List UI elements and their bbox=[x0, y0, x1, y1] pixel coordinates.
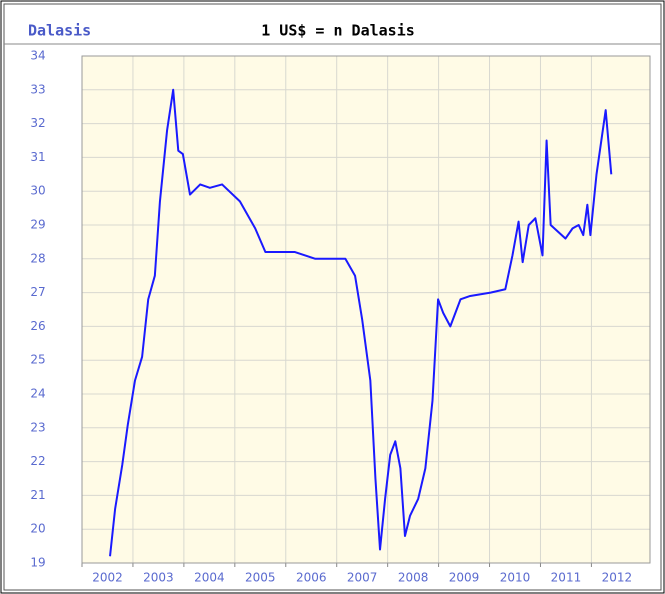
y-tick-label: 29 bbox=[30, 218, 45, 232]
x-tick-label: 2007 bbox=[347, 571, 378, 585]
y-tick-label: 20 bbox=[30, 522, 45, 536]
y-tick-label: 22 bbox=[30, 454, 45, 468]
x-tick-label: 2006 bbox=[296, 571, 327, 585]
y-axis-label: Dalasis bbox=[28, 22, 91, 40]
y-tick-label: 25 bbox=[30, 353, 45, 367]
y-tick-label: 30 bbox=[30, 184, 45, 198]
x-tick-label: 2002 bbox=[92, 571, 123, 585]
y-tick-label: 27 bbox=[30, 285, 45, 299]
y-tick-label: 31 bbox=[30, 150, 45, 164]
y-tick-label: 19 bbox=[30, 556, 45, 570]
x-tick-label: 2012 bbox=[602, 571, 633, 585]
chart-title: 1 US$ = n Dalasis bbox=[261, 22, 415, 40]
x-tick-label: 2010 bbox=[500, 571, 531, 585]
y-tick-label: 32 bbox=[30, 116, 45, 130]
y-tick-label: 26 bbox=[30, 319, 45, 333]
x-tick-label: 2008 bbox=[398, 571, 429, 585]
data-line bbox=[109, 88, 613, 557]
y-tick-label: 23 bbox=[30, 420, 45, 434]
inner-frame bbox=[3, 3, 662, 591]
y-tick-label: 33 bbox=[30, 82, 45, 96]
x-tick-label: 2005 bbox=[245, 571, 276, 585]
y-tick-label: 34 bbox=[30, 49, 45, 63]
x-tick-label: 2009 bbox=[449, 571, 480, 585]
plot-border bbox=[81, 55, 651, 564]
x-tick-label: 2004 bbox=[194, 571, 225, 585]
y-tick-label: 24 bbox=[30, 387, 45, 401]
y-tick-label: 21 bbox=[30, 488, 45, 502]
y-tick-label: 28 bbox=[30, 251, 45, 265]
x-tick-label: 2003 bbox=[143, 571, 174, 585]
x-tick-label: 2011 bbox=[551, 571, 582, 585]
